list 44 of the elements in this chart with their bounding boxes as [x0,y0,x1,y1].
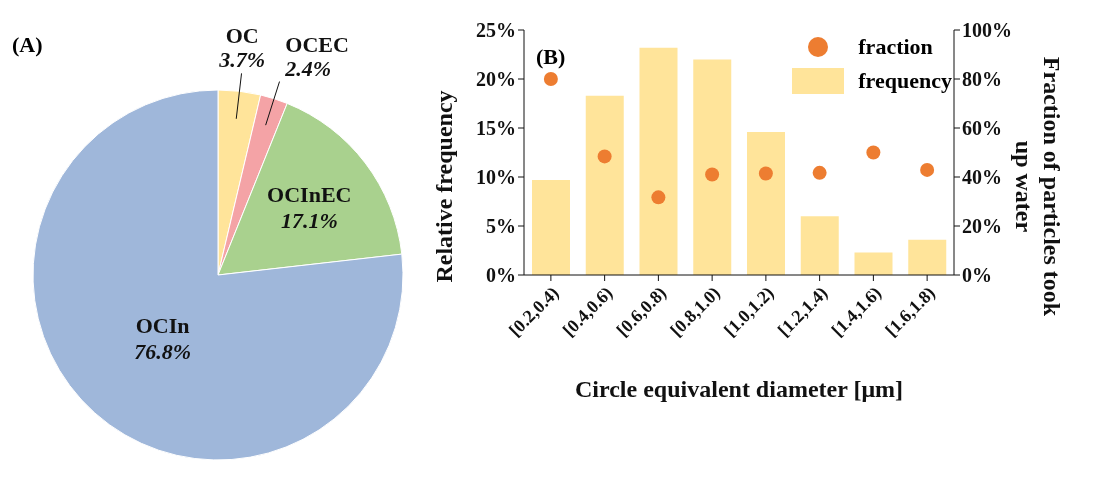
y2-axis-title: Fraction of particles took up water [1011,56,1065,317]
bar [585,95,624,275]
bar [639,47,678,275]
data-label: 76.8% [134,339,191,365]
point [705,167,720,182]
y2-tick-label: 60% [962,117,1002,140]
point [812,165,827,180]
y2-tick-label: 40% [962,166,1002,189]
bar [532,179,570,275]
y-tick-label: 25% [476,19,516,42]
slice-label: OCIn [135,313,190,339]
slice-label: OCEC [285,31,349,57]
pie-slice [32,89,404,461]
data-label: 3.7% [218,47,266,73]
slice-label: OC [225,23,259,49]
y-tick-label: 10% [476,166,516,189]
bar [693,59,732,275]
y2-tick-label: 20% [962,215,1002,238]
bar [747,131,785,275]
legend-label: fraction [858,34,933,60]
y-axis-title: Relative frequency [430,90,457,283]
slice-label: OCInEC [267,181,352,207]
point [597,149,612,164]
bar [908,239,947,275]
y2-tick-label: 80% [962,68,1002,91]
legend-label: frequency [858,68,952,94]
data-label: 17.1% [280,207,338,233]
data-label: 2.4% [284,55,332,81]
x-axis-title: Circle equivalent diameter [μm] [575,376,903,402]
y-tick-label: 20% [476,68,516,91]
y2-tick-label: 0% [962,264,992,287]
point [651,190,666,205]
y-tick-label: 0% [486,264,516,287]
point [920,162,935,177]
text: (A) [12,32,43,58]
point [543,72,558,86]
annotation: (B) [536,44,566,70]
bar [800,216,839,275]
point [866,145,881,160]
y-tick-label: 15% [476,117,516,140]
y2-tick-label: 100% [962,19,1012,42]
y-tick-label: 5% [486,215,516,238]
bar [854,252,893,275]
point [758,166,773,181]
